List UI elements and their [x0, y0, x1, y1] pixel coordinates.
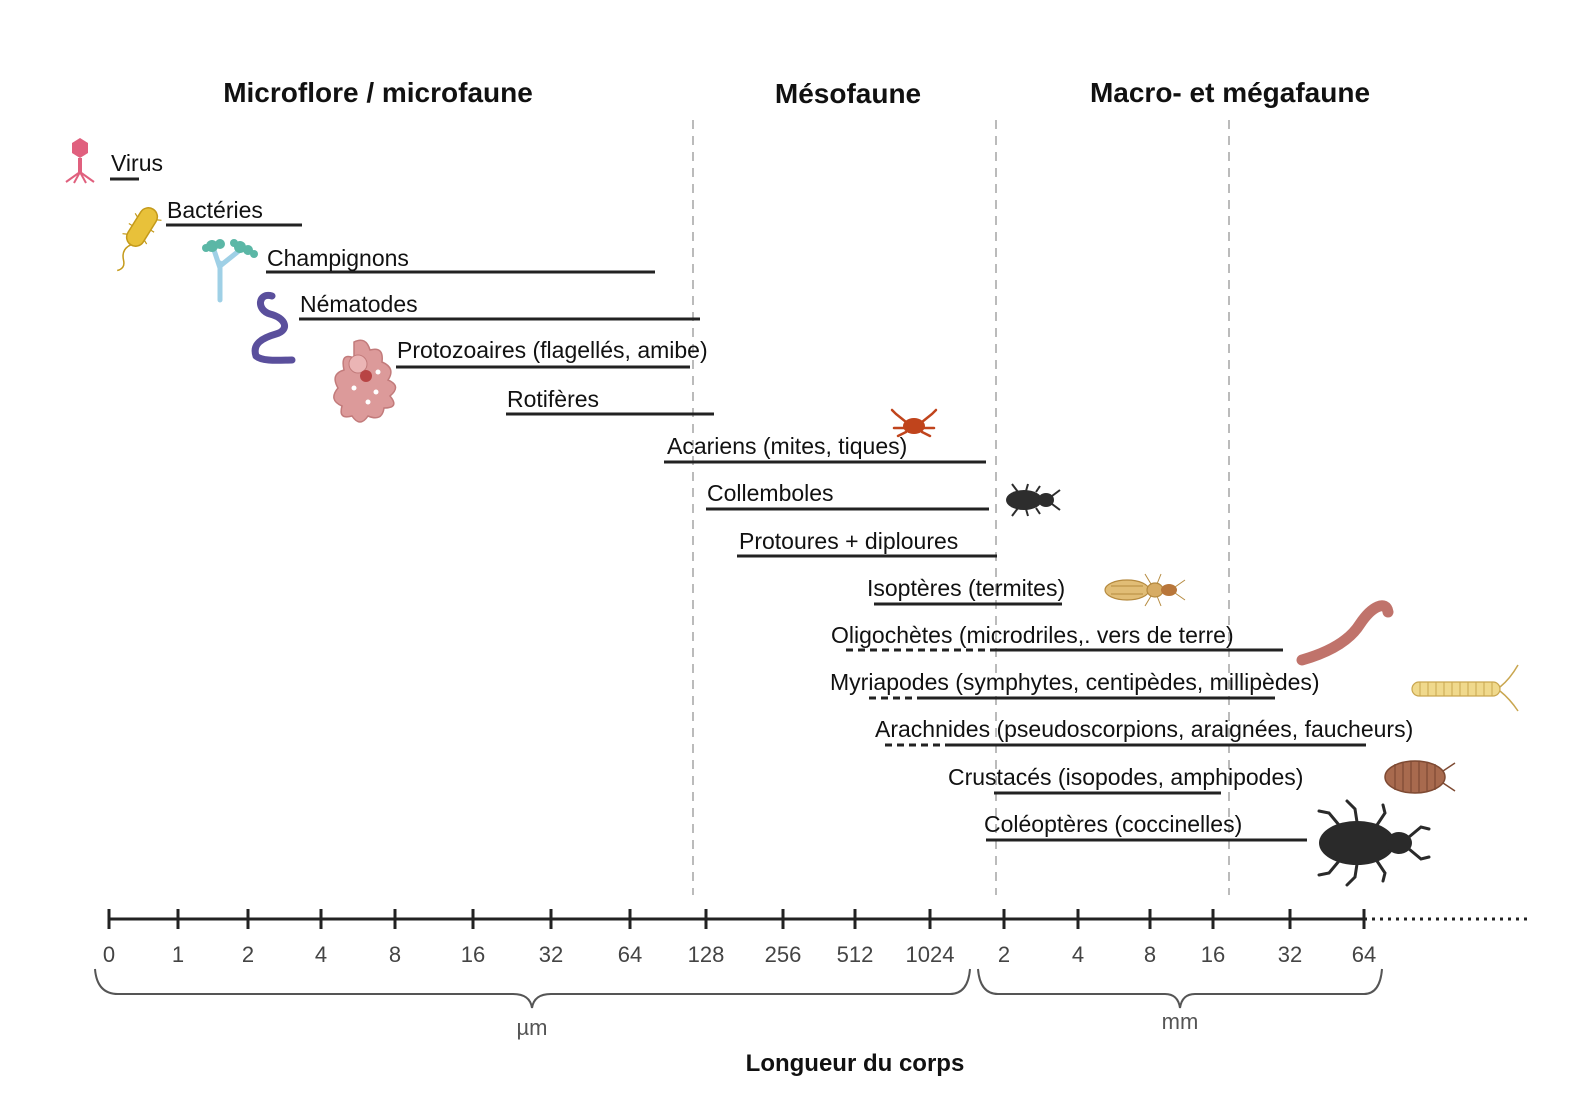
unit-label-mm: mm [1162, 1009, 1199, 1034]
axis-tick-label: 16 [1201, 942, 1225, 967]
axis-tick-label: 2 [998, 942, 1010, 967]
category-dividers [692, 120, 1230, 895]
axis-ticks [107, 909, 1366, 929]
axis-tick-label: 4 [315, 942, 327, 967]
axis-tick-labels: 0 1 2 4 8 16 32 64 128 256 512 1024 2 4 8 16 32 64 [103, 942, 1376, 967]
woodlouse-icon [1384, 760, 1456, 794]
axis-tick-label: 0 [103, 942, 115, 967]
axis-tick-label: 512 [837, 942, 874, 967]
axis-tick-label: 16 [461, 942, 485, 967]
springtail-icon [1006, 483, 1061, 517]
label-oligochetes: Oligochètes (microdriles,. vers de terre… [831, 622, 1234, 648]
organism-labels: Virus Bactéries Champignons Nématodes Pr… [111, 150, 1413, 837]
axis-tick-label: 1024 [906, 942, 955, 967]
axis-tick-label: 256 [765, 942, 802, 967]
label-protozoaires: Protozoaires (flagellés, amibe) [397, 337, 708, 363]
label-protoures: Protoures + diploures [739, 528, 958, 554]
nematode-icon [251, 291, 296, 364]
organism-icons [65, 138, 1519, 887]
axis-tick-label: 8 [1144, 942, 1156, 967]
label-champignons: Champignons [267, 245, 409, 271]
axis-title: Longueur du corps [746, 1050, 965, 1077]
label-virus: Virus [111, 150, 163, 176]
brace-um [94, 968, 971, 1009]
axis-tick-label: 32 [1278, 942, 1302, 967]
category-title-micro: Microflore / microfaune [223, 77, 533, 108]
axis-tick-label: 8 [389, 942, 401, 967]
category-titles: Microflore / microfaune Mésofaune Macro-… [223, 77, 1370, 109]
brace-mm [977, 968, 1383, 1009]
beetle-icon [1317, 799, 1431, 887]
axis-tick-label: 1 [172, 942, 184, 967]
label-isopteres: Isoptères (termites) [867, 575, 1065, 601]
label-myriapodes: Myriapodes (symphytes, centipèdes, milli… [830, 669, 1320, 695]
category-title-macro: Macro- et mégafaune [1090, 77, 1370, 108]
virus-icon [65, 138, 95, 184]
axis-tick-label: 128 [688, 942, 725, 967]
organism-ranges [110, 177, 1366, 842]
label-bacteries: Bactéries [167, 197, 263, 223]
axis-tick-label: 2 [242, 942, 254, 967]
axis-tick-label: 64 [1352, 942, 1376, 967]
bacterium-icon [116, 207, 162, 272]
mite-icon [890, 408, 938, 438]
label-collemboles: Collemboles [707, 480, 834, 506]
size-axis: 0 1 2 4 8 16 32 64 128 256 512 1024 2 4 8 16 32 64 µm mm … [94, 909, 1528, 1077]
label-coleopteres: Coléoptères (coccinelles) [984, 811, 1242, 837]
termite-icon [1104, 573, 1186, 607]
amoeba-icon [333, 339, 397, 423]
axis-tick-label: 32 [539, 942, 563, 967]
axis-tick-label: 4 [1072, 942, 1084, 967]
label-acariens: Acariens (mites, tiques) [667, 433, 907, 459]
label-rotiferes: Rotifères [507, 386, 599, 412]
label-crustaces: Crustacés (isopodes, amphipodes) [948, 764, 1303, 790]
category-title-meso: Mésofaune [775, 78, 921, 109]
millipede-icon [1411, 664, 1519, 712]
unit-label-um: µm [516, 1015, 547, 1040]
label-nematodes: Nématodes [300, 291, 418, 317]
label-arachnides: Arachnides (pseudoscorpions, araignées, … [875, 716, 1413, 742]
earthworm-icon [1296, 600, 1394, 666]
fungus-icon [202, 239, 258, 303]
axis-tick-label: 64 [618, 942, 642, 967]
